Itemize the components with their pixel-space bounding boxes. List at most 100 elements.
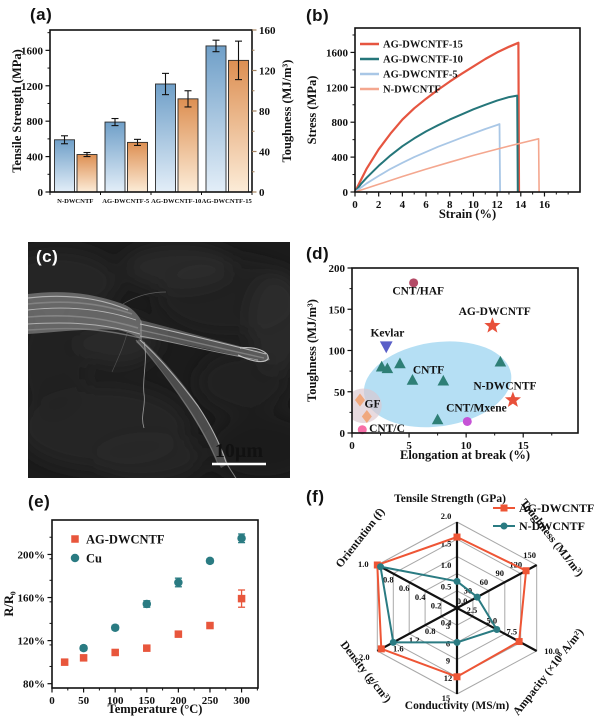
- radar-tick-label: 60: [480, 577, 489, 587]
- x-tick-label: 300: [233, 695, 250, 707]
- data-point: [389, 638, 397, 646]
- x-axis-title: Temperature (°C): [108, 702, 203, 716]
- data-point: [379, 341, 393, 354]
- data-point: [174, 630, 183, 638]
- radar-tick-label: 1.2: [409, 635, 420, 645]
- group-CNTF: CNTF: [375, 355, 507, 425]
- radar-tick-label: 6: [446, 638, 450, 648]
- data-point: [437, 374, 450, 386]
- y-tick-label: 400: [27, 152, 44, 164]
- radar-axis-title: Density (g/cm³): [338, 639, 394, 705]
- sem-image: 10µm: [28, 242, 290, 478]
- group-CNT/C: CNT/C: [357, 423, 405, 435]
- group-N-DWCNTF: N-DWCNTF: [473, 380, 537, 407]
- x-tick-label: 10: [468, 199, 480, 211]
- data-point: [79, 643, 88, 653]
- data-point: [205, 556, 215, 566]
- data-point: [60, 658, 69, 666]
- y-tick-label: 400: [332, 152, 349, 164]
- category-label: AG-DWCNTF-5: [102, 198, 150, 205]
- y-tick-label: 160: [259, 25, 276, 37]
- legend-label: N-DWCNTF: [383, 85, 441, 96]
- data-point: [354, 393, 365, 407]
- panel-c: 10µm: [28, 242, 290, 478]
- data-point: [206, 621, 214, 630]
- data-point: [237, 534, 246, 543]
- stress-strain-chart: 0 2 4 6 8 10 12 14 16 0 400 800 1200 1600 AG-DWCNTF-15…: [305, 27, 581, 221]
- series-AG-DWCNTF: [60, 589, 246, 666]
- y-tick-label: 0: [38, 187, 44, 199]
- y-tick-label: 0: [343, 187, 349, 199]
- legend-label: Cu: [86, 552, 102, 566]
- x-tick-label: 0: [352, 199, 358, 211]
- y-tick-label: 0: [259, 187, 265, 199]
- bar: [205, 45, 227, 193]
- y-tick-label: 200: [329, 263, 346, 275]
- x-tick-label: 2: [376, 199, 382, 211]
- data-point: [70, 553, 80, 563]
- radar-chart: 0.00.51.01.52.03060901201502.55.07.510.0…: [334, 493, 595, 718]
- data-point: [494, 355, 507, 367]
- bar: [127, 141, 148, 193]
- radar-tick-label: 150: [523, 550, 536, 560]
- x-tick-label: 100: [107, 695, 124, 707]
- data-point: [361, 410, 372, 423]
- panel-label-e: (e): [28, 492, 51, 511]
- data-point: [500, 504, 508, 512]
- data-point: [110, 623, 120, 632]
- data-point: [515, 638, 523, 646]
- data-point: [357, 425, 367, 435]
- data-point: [504, 391, 521, 407]
- scale-bar-label: 10µm: [215, 440, 264, 462]
- group-label: CNT/Mxene: [446, 403, 507, 415]
- data-point: [522, 567, 530, 575]
- y-tick-label: 200%: [18, 549, 46, 561]
- series-Cu: [79, 533, 246, 653]
- y-axis-title: Toughness (MJ/m³): [305, 299, 319, 402]
- resistance-temperature-chart: 0 50 100 150 200 250 300 80% 120% 160% 200% AG-DWCN…: [2, 519, 259, 716]
- radar-tick-label: 0.4: [441, 618, 452, 628]
- data-point: [174, 578, 183, 587]
- radar-tick-label: 12: [444, 673, 453, 683]
- radar-tick-label: 15: [442, 693, 451, 703]
- group-label: CNTF: [413, 365, 444, 377]
- radar-axis-title: Tensile Strength (GPa): [394, 493, 506, 505]
- data-point: [377, 563, 385, 571]
- data-point: [431, 413, 444, 425]
- y-tick-label: 1600: [326, 47, 349, 59]
- y-tick-label: 80: [259, 106, 271, 118]
- legend-label: AG-DWCNTF-10: [383, 55, 463, 66]
- x-tick-label: 250: [202, 695, 219, 707]
- data-point: [500, 522, 508, 530]
- y-axis-title: R/R₀: [2, 591, 16, 617]
- radar-spoke: [376, 564, 458, 609]
- bar: [76, 154, 98, 193]
- y-tick-label: 100: [329, 346, 346, 358]
- legend-label: AG-DWCNTF: [519, 501, 594, 515]
- series-AG-DWCNTF: [373, 533, 530, 681]
- group-label: AG-DWCNTF: [459, 306, 531, 318]
- x-tick-label: 50: [78, 695, 90, 707]
- data-point: [453, 533, 461, 541]
- radar-tick-label: 2.0: [359, 652, 370, 662]
- panel-b: 0 2 4 6 8 10 12 14 16 0 400 800 1200 1600 AG-DWCNTF-15…: [300, 2, 600, 240]
- data-point: [484, 317, 501, 333]
- data-point: [453, 577, 461, 585]
- group-GF: GF: [354, 393, 381, 423]
- legend-label: AG-DWCNTF-15: [383, 40, 463, 51]
- data-point: [373, 561, 381, 569]
- group-Kevlar: Kevlar: [370, 327, 404, 354]
- radar-axis-title: Conductivity (MS/m): [405, 700, 510, 712]
- group-label: N-DWCNTF: [473, 380, 536, 392]
- radar-tick-label: 2.5: [467, 605, 478, 615]
- plot-frame: [51, 519, 259, 689]
- radar-tick-label: 9: [446, 656, 450, 666]
- y-tick-label: 1200: [326, 82, 349, 94]
- panel-label-b: (b): [306, 6, 330, 25]
- data-point: [79, 654, 88, 662]
- panel-label-a: (a): [30, 5, 53, 24]
- series-AG-DWCNTF-10: [354, 94, 519, 193]
- y-tick-label: 800: [27, 116, 44, 128]
- x-tick-label: 0: [49, 695, 55, 707]
- x-tick-label: 14: [515, 199, 527, 211]
